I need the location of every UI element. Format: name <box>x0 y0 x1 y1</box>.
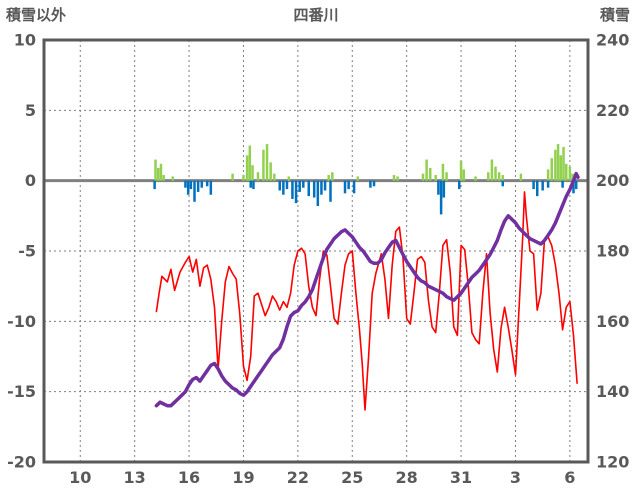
left-axis-tick-label: -15 <box>7 382 36 401</box>
left-axis-tick-label: -10 <box>7 312 36 331</box>
left-axis-title: 積雪以外 <box>6 6 67 24</box>
x-axis-tick-label: 10 <box>69 468 91 487</box>
right-axis-tick-label: 220 <box>596 101 629 120</box>
x-axis-tick-label: 16 <box>178 468 200 487</box>
left-axis-tick-label: 0 <box>25 171 36 190</box>
left-axis-tick-label: 10 <box>14 31 36 50</box>
x-axis-tick-label: 28 <box>396 468 418 487</box>
right-axis-tick-label: 140 <box>596 382 629 401</box>
plot-border <box>42 38 590 464</box>
chart-title: 四番川 <box>293 6 339 24</box>
line-series-group <box>154 171 580 411</box>
plot-border-group <box>42 38 590 464</box>
temperature-line <box>155 191 578 411</box>
x-axis-tick-label: 6 <box>564 468 575 487</box>
right-axis-title: 積雪 <box>599 6 630 24</box>
right-axis-tick-label: 240 <box>596 31 629 50</box>
x-axis-tick-label: 25 <box>341 468 363 487</box>
x-axis-tick-label: 31 <box>450 468 472 487</box>
right-axis-tick-label: 120 <box>596 453 629 472</box>
left-axis-tick-label: -5 <box>18 242 36 261</box>
left-axis-tick-label: -20 <box>7 453 36 472</box>
x-axis-tick-label: 3 <box>510 468 521 487</box>
left-axis-tick-label: 5 <box>25 101 36 120</box>
x-axis-tick-label: 22 <box>287 468 309 487</box>
x-axis-tick-label: 19 <box>232 468 254 487</box>
bar-series-group <box>153 144 578 215</box>
x-axis-tick-label: 13 <box>124 468 146 487</box>
right-axis-tick-label: 200 <box>596 171 629 190</box>
axis-tick-labels: 10 5 0 -5 -10 -15 -20 240 220 200 180 160 140 120 10 13… <box>7 31 629 488</box>
right-axis-tick-label: 160 <box>596 312 629 331</box>
gridlines <box>44 40 588 462</box>
right-axis-tick-label: 180 <box>596 242 629 261</box>
snow-depth-line <box>154 171 580 408</box>
